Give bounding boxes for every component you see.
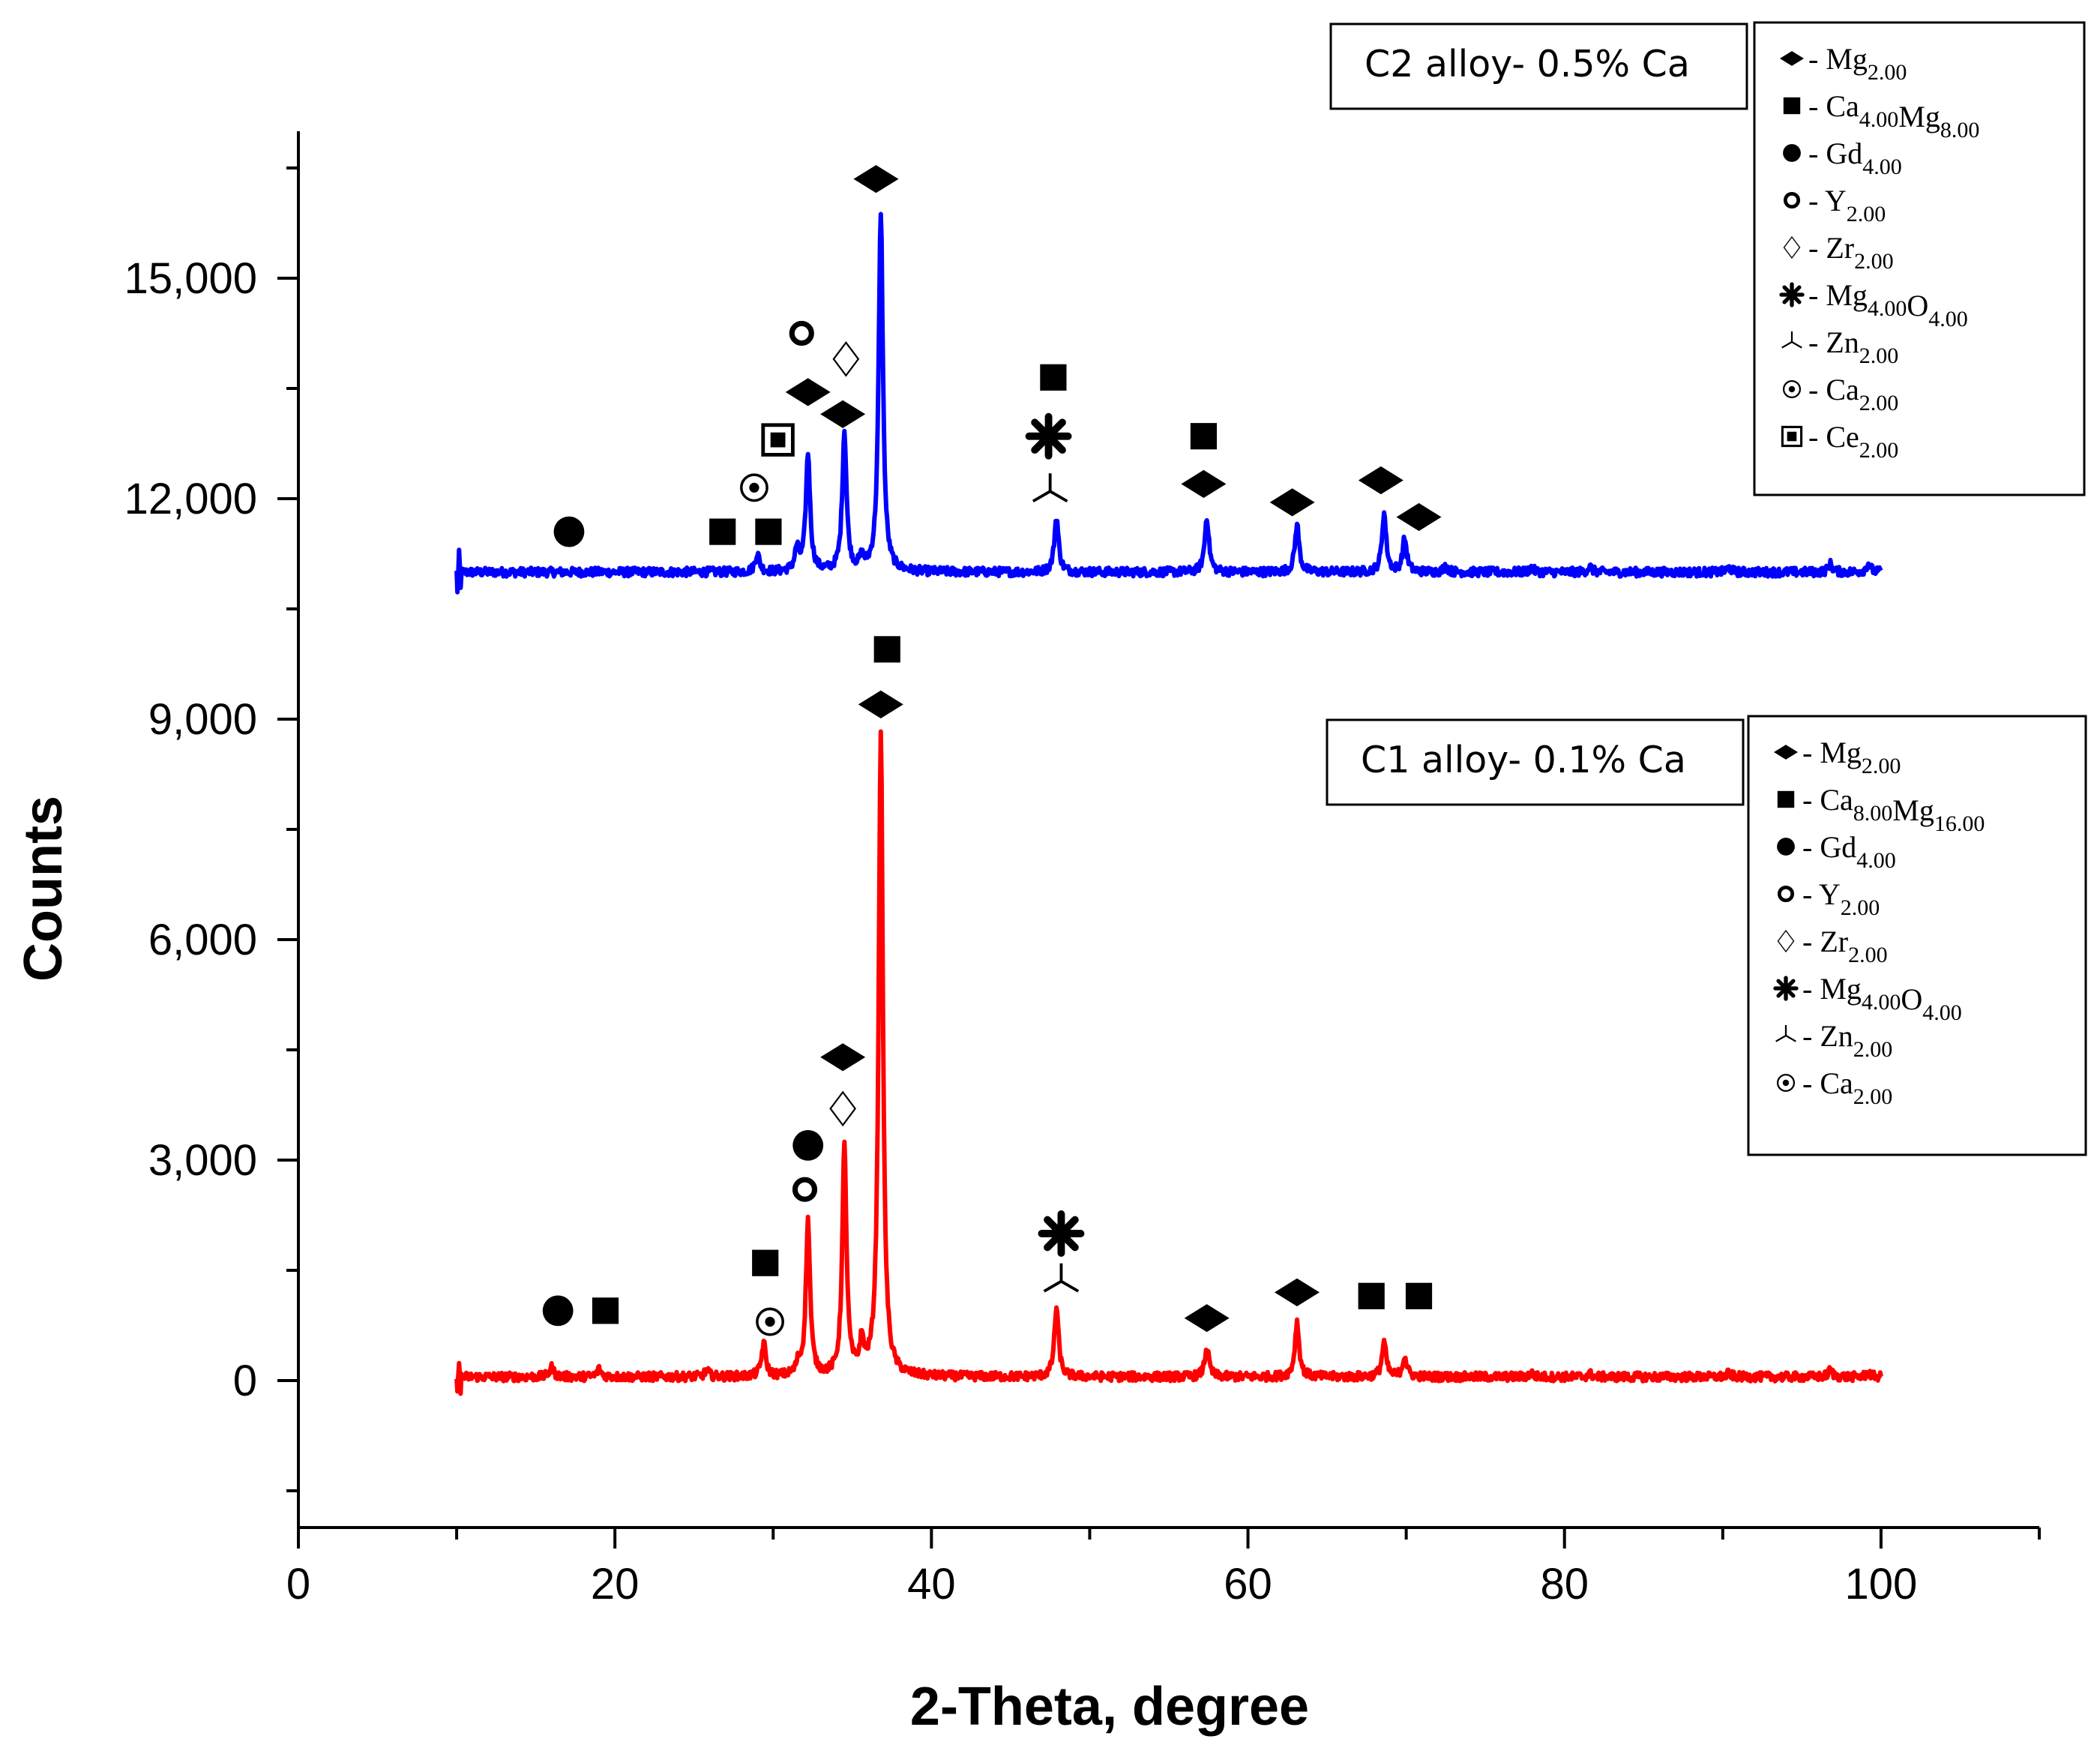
legend-c2-entry: - Gd4.00	[1808, 136, 1902, 179]
legend-c2-diamond-open-icon	[1783, 235, 1801, 259]
legend-c1-entry: - Mg2.00	[1802, 736, 1901, 778]
legend-c2-bullseye-icon	[1782, 379, 1802, 399]
x-tick-label: 0	[286, 1560, 310, 1609]
legend-c1-bullseye-icon	[1776, 1073, 1796, 1093]
legend-c1-square-filled-icon	[1777, 790, 1795, 808]
c1-circle-filled-marker	[792, 1130, 824, 1161]
legend-c2-frame	[1753, 21, 2086, 496]
legend-c2-entry: - Ca4.00Mg8.00	[1808, 89, 1979, 142]
legend-c2: - Mg2.00- Ca4.00Mg8.00 - Gd4.00 - Y2.00 …	[1753, 21, 2086, 496]
x-tick-label: 80	[1540, 1560, 1589, 1609]
legend-c2-entry: - Ca2.00	[1808, 373, 1898, 415]
c2-diamond-open-marker	[832, 340, 860, 377]
c2-asterisk-marker	[1025, 412, 1072, 460]
c1-diamond-open-marker	[829, 1090, 857, 1127]
legend-c2-tripod-icon	[1781, 331, 1802, 349]
c2-title: C2 alloy- 0.5% Ca	[1365, 43, 1690, 85]
c1-bullseye-marker	[756, 1307, 784, 1336]
c1-square-filled-marker	[752, 1249, 779, 1276]
x-tick-label: 60	[1224, 1560, 1272, 1609]
c1-square-filled-marker	[1358, 1282, 1385, 1309]
legend-c2-ring-icon	[1783, 191, 1801, 209]
legend-c1-frame	[1747, 715, 2087, 1156]
x-tick-label: 100	[1845, 1560, 1918, 1609]
c2-square-filled-marker	[709, 518, 736, 545]
legend-c2-asterisk-icon	[1779, 282, 1805, 307]
c2-diamond-filled-marker	[1269, 488, 1315, 517]
y-tick-label: 0	[233, 1357, 257, 1405]
legend-c2-entry: - Y2.00	[1808, 184, 1886, 226]
y-tick-label: 9,000	[148, 695, 257, 744]
c2-ring-marker	[789, 320, 814, 346]
c2-bullseye-marker	[740, 473, 768, 502]
x-tick-label: 40	[907, 1560, 956, 1609]
legend-c2-entry: - Mg4.00O4.00	[1808, 278, 1968, 331]
c2-diamond-filled-marker	[1358, 466, 1403, 495]
c2-square-filled-marker	[1190, 423, 1218, 450]
y-tick-label: 15,000	[124, 254, 257, 303]
legend-c2-diamond-filled-icon	[1780, 51, 1804, 66]
c2-square-filled-marker	[1040, 364, 1067, 391]
legend-c2-square-filled-icon	[1783, 97, 1801, 115]
legend-c1-diamond-open-icon	[1777, 929, 1795, 953]
series-c2-line	[454, 211, 1883, 595]
x-tick-label: 20	[591, 1560, 640, 1609]
legend-c1-entry: - Ca2.00	[1802, 1066, 1892, 1109]
legend-c2-boxed-square-icon	[1781, 425, 1803, 448]
c1-tripod-marker	[1043, 1263, 1080, 1293]
legend-c1-entry: - Gd4.00	[1802, 830, 1896, 873]
legend-c1-entry: - Zr2.00	[1802, 925, 1888, 967]
c1-ring-marker	[792, 1177, 818, 1202]
legend-c1-entry: - Zn2.00	[1802, 1019, 1892, 1062]
c2-boxed-square-marker	[761, 423, 795, 457]
legend-c2-entry: - Zr2.00	[1808, 231, 1894, 274]
x-axis-title: 2-Theta, degree	[910, 1677, 1309, 1737]
y-axis-title: Counts	[13, 796, 73, 982]
y-ticks: 0 3,000 6,000 9,000 12,000 15,000	[124, 166, 298, 1492]
c2-square-filled-marker	[755, 518, 782, 545]
y-tick-label: 3,000	[148, 1136, 257, 1185]
legend-c1-tripod-icon	[1775, 1025, 1796, 1042]
c1-title: C1 alloy- 0.1% Ca	[1361, 739, 1686, 781]
c2-title-box: C2 alloy- 0.5% Ca	[1329, 22, 1748, 110]
series-lines	[454, 211, 1883, 1396]
legend-c2-entry: - Zn2.00	[1808, 325, 1898, 368]
c1-circle-filled-marker	[542, 1295, 574, 1327]
c1-diamond-filled-marker	[1274, 1278, 1320, 1306]
x-ticks: 0 20 40 60 80 100	[286, 1528, 2041, 1609]
legend-c1-entry: - Mg4.00O4.00	[1802, 972, 1962, 1025]
series-c1-line	[454, 729, 1883, 1396]
c2-diamond-filled-marker	[853, 165, 899, 193]
c2-diamond-filled-marker	[1181, 469, 1227, 498]
c2-circle-filled-marker	[553, 516, 585, 547]
c1-title-box: C1 alloy- 0.1% Ca	[1326, 718, 1745, 806]
c2-tripod-marker	[1032, 473, 1068, 503]
legend-c1-asterisk-icon	[1773, 976, 1799, 1001]
legend-c1-ring-icon	[1777, 885, 1795, 903]
legend-c2-entry: - Mg2.00	[1808, 42, 1907, 85]
y-tick-label: 6,000	[148, 916, 257, 964]
c2-diamond-filled-marker	[785, 378, 831, 406]
c1-diamond-filled-marker	[820, 1043, 866, 1072]
c1-diamond-filled-marker	[858, 690, 903, 718]
legend-c2-circle-filled-icon	[1783, 144, 1801, 162]
c1-square-filled-marker	[592, 1297, 619, 1324]
legend-c1-circle-filled-icon	[1777, 838, 1795, 856]
legend-c1-diamond-filled-icon	[1774, 745, 1798, 760]
c2-diamond-filled-marker	[1396, 502, 1442, 532]
c1-diamond-filled-marker	[1184, 1304, 1230, 1333]
legend-c1: - Mg2.00 - Ca8.00Mg16.00 - Gd4.00 - Y2.0…	[1747, 715, 2087, 1156]
legend-c2-entry: - Ce2.00	[1808, 420, 1898, 463]
legend-c1-entry: - Ca8.00Mg16.00	[1802, 783, 1985, 836]
peak-annotations	[542, 165, 1442, 1336]
c1-square-filled-marker	[1405, 1282, 1433, 1309]
c1-square-filled-marker	[873, 636, 900, 663]
c1-asterisk-marker	[1038, 1210, 1085, 1257]
y-tick-label: 12,000	[124, 475, 257, 523]
c2-diamond-filled-marker	[820, 400, 866, 428]
legend-c1-entry: - Y2.00	[1802, 877, 1880, 920]
